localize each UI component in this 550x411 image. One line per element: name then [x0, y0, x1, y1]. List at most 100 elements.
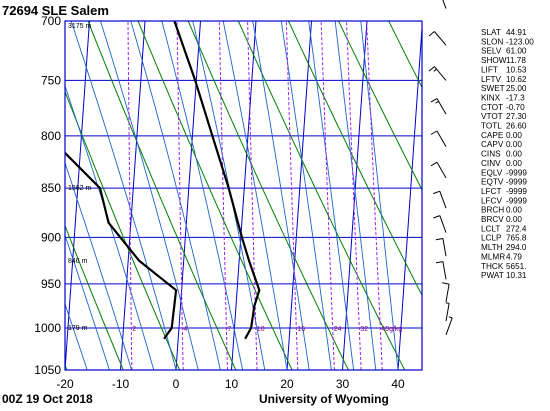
- mixing-ratio-label: 2: [132, 326, 136, 333]
- dry-adiabat-line: [532, 9, 550, 370]
- index-label: LFTV: [481, 75, 502, 84]
- wind-barb: [428, 31, 447, 46]
- mixing-ratio-label: 32: [360, 326, 368, 333]
- dry-adiabat-line: [237, 21, 406, 370]
- barb-staff: [436, 130, 447, 147]
- data-point: [227, 187, 230, 190]
- footer-source: University of Wyoming: [259, 392, 389, 406]
- barb-flag: [428, 66, 435, 72]
- isotherm-line: [231, 21, 257, 370]
- index-value: 44.91: [506, 28, 527, 37]
- data-point: [248, 260, 251, 262]
- height-label: 179 m: [68, 325, 88, 332]
- index-label: BRCV: [481, 215, 504, 224]
- mixing-ratio-line: [247, 21, 258, 370]
- index-label: SHOW: [481, 56, 507, 65]
- barb-flag: [433, 215, 440, 219]
- dewpoint-trace: [65, 151, 178, 340]
- index-label: CAPE: [481, 131, 504, 140]
- index-label: THCK: [481, 262, 504, 271]
- series-line: [173, 21, 261, 339]
- moist-adiabat-line: [252, 21, 310, 370]
- index-label: MLTH: [481, 243, 503, 252]
- data-point: [194, 79, 197, 82]
- data-point: [241, 236, 243, 239]
- isotherm-line: [120, 21, 146, 370]
- y-tick-label: 800: [41, 129, 61, 143]
- x-tick-label: -10: [112, 377, 130, 391]
- footer-date: 00Z 19 Oct 2018: [2, 392, 93, 406]
- moist-adiabat-line: [100, 21, 199, 370]
- dry-adiabat-line: [287, 21, 422, 297]
- index-label: EQLV: [481, 168, 503, 177]
- y-tick-label: 850: [41, 181, 61, 195]
- data-point: [99, 187, 101, 190]
- y-tick-label: 1000: [34, 321, 61, 335]
- index-value: 11.78: [506, 56, 526, 65]
- index-value: 0.00: [506, 131, 522, 140]
- mixing-ratio-label: 10: [257, 326, 265, 333]
- chart-title: 72694 SLE Salem: [2, 3, 109, 18]
- data-point: [107, 221, 110, 224]
- mixing-ratio-line: [127, 21, 133, 370]
- barb-staff: [442, 0, 447, 9]
- barb-staff: [445, 284, 450, 302]
- data-point: [138, 260, 141, 262]
- barb-staff: [442, 261, 447, 280]
- dry-adiabat-line: [65, 224, 124, 370]
- height-label: 1562 m: [68, 185, 92, 192]
- mixing-ratio-label: 24: [334, 326, 342, 333]
- barb-flag: [442, 282, 450, 285]
- data-point: [258, 289, 261, 292]
- index-value: 10.53: [506, 65, 527, 74]
- index-label: PWAT: [481, 271, 504, 280]
- moist-adiabat-line: [65, 234, 110, 370]
- index-label: KINX: [481, 94, 501, 103]
- index-label: CAPV: [481, 140, 504, 149]
- barb-staff: [434, 31, 447, 46]
- height-label: 3175 m: [68, 23, 92, 30]
- barb-staff: [439, 191, 447, 209]
- data-point: [175, 289, 178, 292]
- mixing-ratio-labels: 2 4 7 10 16 24 32 40g/kg: [132, 326, 402, 333]
- index-value: -9999: [506, 168, 527, 177]
- isotherm-line: [10, 9, 35, 370]
- mixing-ratio-line: [366, 21, 383, 370]
- pressure-axis: 700 750 800 850 900 950 1000 1050: [34, 14, 61, 377]
- index-value: 0.00: [506, 150, 522, 159]
- index-label: LIFT: [481, 65, 498, 74]
- mixing-ratio-line: [285, 21, 299, 370]
- wind-barb: [435, 261, 447, 280]
- x-tick-label: 40: [391, 377, 405, 391]
- mixing-ratio-line: [320, 21, 335, 370]
- x-tick-label: 0: [173, 377, 180, 391]
- index-label: CTOT: [481, 103, 503, 112]
- index-value: 10.31: [506, 271, 527, 280]
- index-value: -17.3: [506, 94, 525, 103]
- barb-flag: [428, 31, 435, 37]
- wind-barbs: [428, 0, 453, 336]
- mixing-ratio-label: 4: [183, 326, 187, 333]
- wind-barb: [430, 130, 447, 147]
- wind-barb: [433, 215, 447, 233]
- moist-adiabat-line: [280, 21, 332, 370]
- isotherm-line: [286, 21, 312, 370]
- barb-flag: [430, 130, 438, 135]
- mixing-ratio-label: 40g/kg: [381, 326, 402, 333]
- index-value: 61.00: [506, 47, 527, 56]
- dry-adiabat-line: [388, 21, 422, 89]
- barb-half-flag: [445, 302, 450, 304]
- mixing-ratio-label: 7: [227, 326, 231, 333]
- wind-barb: [445, 302, 450, 322]
- index-label: CINV: [481, 159, 501, 168]
- index-label: LFCV: [481, 196, 502, 205]
- index-label: LCLT: [481, 224, 500, 233]
- index-label: BRCH: [481, 206, 504, 215]
- barb-staff: [436, 162, 447, 179]
- barb-staff: [436, 98, 447, 115]
- index-value: -9999: [506, 178, 527, 187]
- x-tick-label: 10: [225, 377, 239, 391]
- barb-staff: [434, 66, 447, 81]
